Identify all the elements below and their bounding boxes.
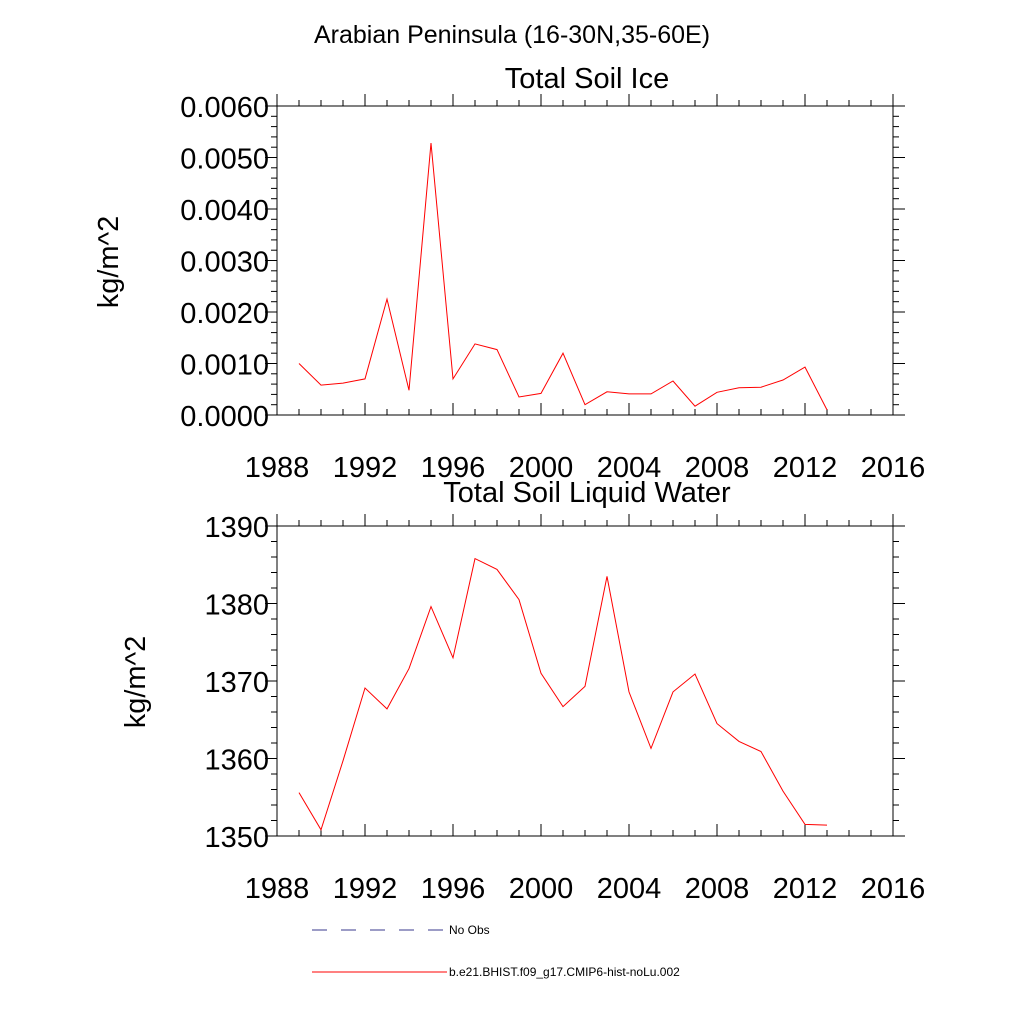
plot-frame — [276, 105, 894, 416]
x-tick-label: 1996 — [421, 452, 486, 484]
x-tick-label: 2000 — [509, 873, 574, 905]
x-tick-label: 2000 — [509, 452, 574, 484]
x-tick-label: 1996 — [421, 873, 486, 905]
y-axis-label: kg/m^2 — [120, 636, 152, 729]
x-tick-label: 2008 — [685, 452, 750, 484]
chart-marks: 1988 1992 1996 2000 2004 2008 2012 2016 1350 1360… — [204, 512, 925, 905]
series-line-0 — [298, 143, 828, 411]
x-tick-label: 1992 — [333, 873, 398, 905]
x-tick-label: 2016 — [861, 873, 926, 905]
x-tick-label: 2004 — [597, 873, 662, 905]
x-tick-label: 2004 — [597, 452, 662, 484]
x-tick-label: 2016 — [861, 452, 926, 484]
x-tick-label: 1988 — [245, 873, 310, 905]
chart-title: Total Soil Ice — [505, 63, 669, 95]
series-line-0 — [298, 557, 828, 832]
x-tick-label: 1992 — [333, 452, 398, 484]
legend-label-no-obs: No Obs — [449, 923, 490, 937]
y-tick-label: 1350 — [204, 822, 269, 854]
y-tick-label: 0.0000 — [180, 401, 269, 433]
x-tick-label: 2012 — [773, 873, 838, 905]
figure-title: Arabian Peninsula (16-30N,35-60E) — [314, 21, 710, 49]
y-axis-label: kg/m^2 — [93, 216, 125, 309]
y-tick-label: 1370 — [204, 667, 269, 699]
x-tick-label: 1988 — [245, 452, 310, 484]
y-tick-label: 0.0010 — [180, 350, 269, 382]
chart-panel-soil-liquid-water: Total Soil Liquid Water kg/m^2 1988 1992 1… — [120, 477, 925, 905]
plot-frame — [276, 525, 894, 837]
y-tick-label: 0.0020 — [180, 298, 269, 330]
y-tick-label: 0.0050 — [180, 144, 269, 176]
chart-title: Total Soil Liquid Water — [443, 477, 731, 509]
y-tick-label: 0.0040 — [180, 195, 269, 227]
y-tick-label: 0.0060 — [180, 92, 269, 124]
y-tick-label: 0.0030 — [180, 247, 269, 279]
y-tick-label: 1380 — [204, 590, 269, 622]
y-tick-label: 1390 — [204, 512, 269, 544]
x-tick-label: 2012 — [773, 452, 838, 484]
y-tick-label: 1360 — [204, 745, 269, 777]
legend-label-model: b.e21.BHIST.f09_g17.CMIP6-hist-noLu.002 — [449, 965, 680, 979]
x-tick-label: 2008 — [685, 873, 750, 905]
chart-marks: 1988 1992 1996 2000 2004 2008 2012 2016 0.0000 0.… — [180, 92, 925, 484]
chart-panel-soil-ice: Total Soil Ice kg/m^2 1988 1992 1996 2000 20… — [93, 63, 925, 484]
legend: No Obs b.e21.BHIST.f09_g17.CMIP6-hist-no… — [312, 923, 680, 979]
